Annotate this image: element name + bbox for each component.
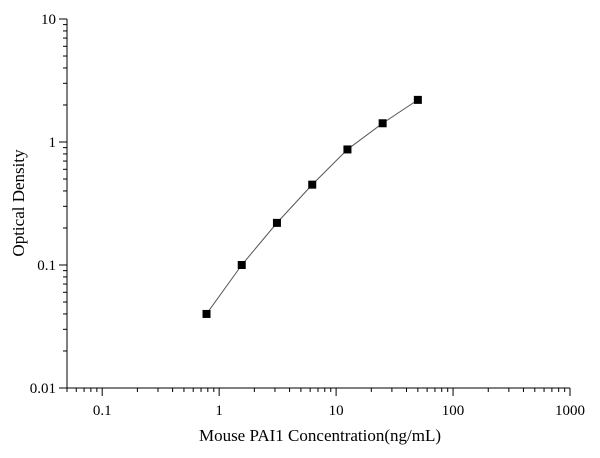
series-layer <box>202 95 422 318</box>
x-tick-label: 1000 <box>555 403 585 419</box>
data-point <box>413 95 422 104</box>
data-point <box>378 119 387 128</box>
data-point <box>202 309 211 318</box>
x-tick-label: 0.1 <box>93 403 112 419</box>
data-point <box>272 218 281 227</box>
y-tick-label: 0.01 <box>30 381 56 397</box>
y-tick-label: 0.1 <box>37 258 56 274</box>
data-point <box>343 145 352 154</box>
axes <box>66 19 570 389</box>
y-tick-label: 1 <box>49 135 57 151</box>
x-tick-label: 1 <box>215 403 223 419</box>
data-point <box>237 261 246 269</box>
ticks: 0.1 1 10 100 1000 0.01 0.1 1 10 <box>30 12 585 419</box>
x-axis-label: Mouse PAI1 Concentration(ng/mL) <box>199 426 441 445</box>
y-axis-label: Optical Density <box>9 149 28 257</box>
series-line <box>206 99 419 315</box>
x-tick-label: 10 <box>329 403 344 419</box>
data-point <box>308 180 317 189</box>
y-tick-label: 10 <box>41 12 56 28</box>
x-tick-label: 100 <box>442 403 465 419</box>
